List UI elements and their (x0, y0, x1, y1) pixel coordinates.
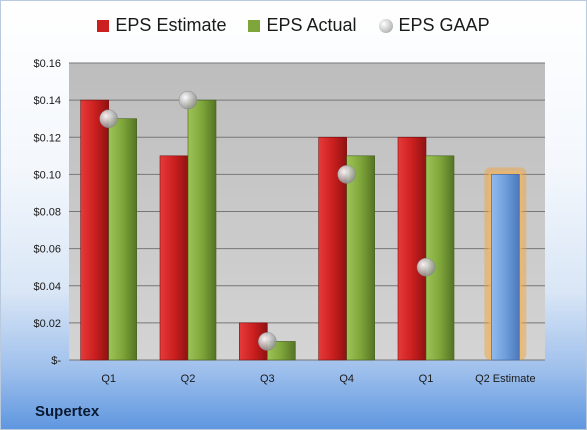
legend-item-actual: EPS Actual (248, 15, 357, 36)
x-tick-label: Q1 (419, 373, 434, 385)
legend-swatch-estimate (97, 19, 110, 32)
bar-eps-actual (346, 155, 375, 361)
legend-label-actual: EPS Actual (266, 15, 357, 35)
y-tick-label: $0.14 (33, 95, 61, 107)
legend-swatch-gaap (378, 18, 393, 33)
legend-label-gaap: EPS GAAP (398, 15, 490, 35)
x-tick-label: Q4 (339, 373, 354, 385)
bar-eps-actual (187, 99, 217, 361)
chart-legend: EPS Estimate EPS Actual EPS GAAP (1, 15, 586, 36)
marker-eps-gaap (99, 109, 118, 128)
gridlines (69, 62, 545, 361)
bar-eps-actual (425, 155, 455, 361)
marker-eps-gaap (258, 332, 277, 351)
y-tick-label: $0.10 (33, 169, 61, 181)
y-tick-label: $0.12 (33, 132, 61, 144)
y-tick-label: $0.16 (33, 58, 61, 70)
y-tick-label: $- (51, 355, 61, 367)
marker-eps-gaap (178, 90, 198, 110)
bar-eps-estimate (80, 99, 109, 361)
x-tick-label: Q1 (101, 373, 116, 385)
company-name: Supertex (35, 403, 100, 420)
y-tick-label: $0.06 (33, 244, 61, 256)
legend-item-estimate: EPS Estimate (97, 15, 226, 36)
bar-eps-estimate (397, 136, 427, 361)
x-axis-ticks: Q1 Q2 Q3 Q4 Q1 Q2 Estimate (101, 373, 535, 385)
marker-eps-gaap (416, 257, 436, 277)
gaap-markers (99, 90, 436, 351)
bar-eps-actual (108, 118, 137, 361)
y-tick-label: $0.02 (33, 318, 61, 330)
bar-eps-estimate (159, 155, 189, 361)
marker-eps-gaap (337, 165, 356, 184)
y-tick-label: $0.08 (33, 207, 61, 219)
legend-label-estimate: EPS Estimate (115, 15, 227, 35)
x-tick-label: Q3 (260, 373, 275, 385)
bar-eps-estimate (318, 136, 347, 361)
legend-swatch-actual (248, 19, 261, 32)
y-axis-ticks: $- $0.02 $0.04 $0.06 $0.08 $0.10 $0.12 $0.14 $0.… (33, 58, 61, 367)
bars (80, 99, 527, 361)
x-tick-label: Q2 (181, 373, 196, 385)
y-tick-label: $0.04 (33, 281, 61, 293)
bar-eps-projected (491, 174, 520, 361)
legend-item-gaap: EPS GAAP (378, 15, 490, 36)
x-tick-label: Q2 Estimate (475, 373, 536, 385)
